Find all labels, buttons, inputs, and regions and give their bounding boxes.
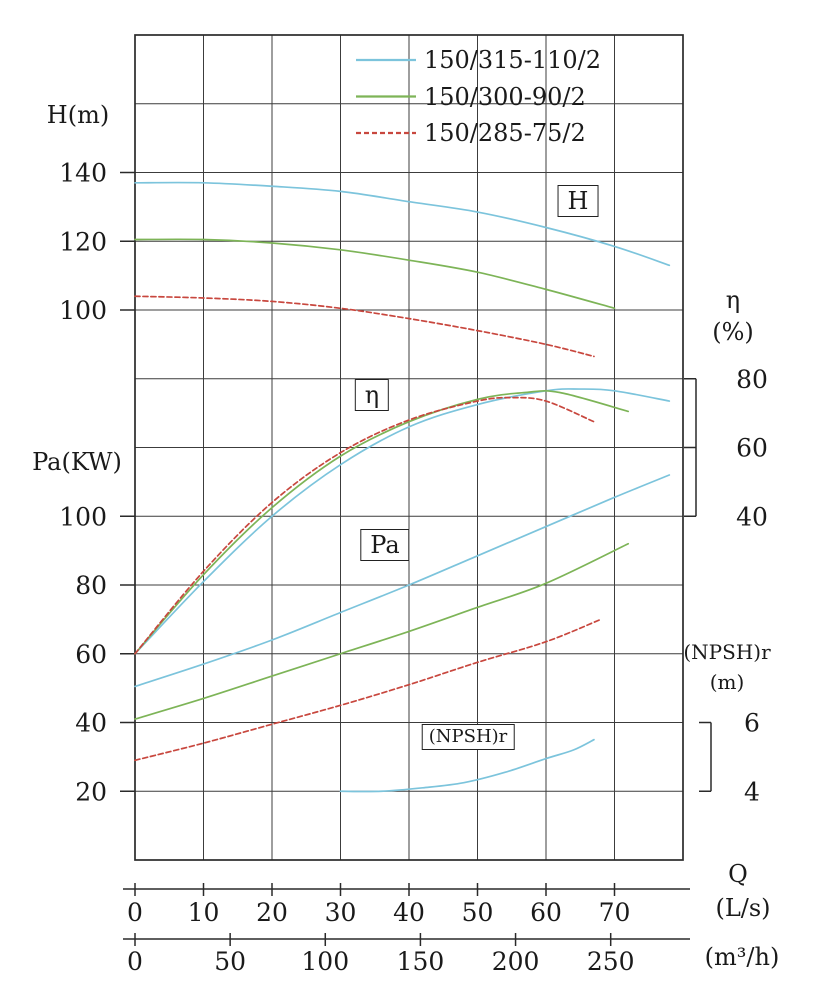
q-ls-tick-label: 50 [462,898,494,927]
pa-tick-label: 100 [59,502,107,531]
q-ls-tick-label: 30 [325,898,357,927]
curve-group-label-pa: Pa [360,529,410,561]
q-m3h-tick-label: 50 [214,947,246,976]
npshr-axis-label: (NPSH)r [683,640,771,664]
q-m3h-tick-label: 0 [127,947,143,976]
eta-tick-label: 40 [736,502,768,531]
curve-h-150-285-75-2 [134,295,595,358]
curve-pa-150-285-75-2 [134,618,602,762]
curve-group-label-eta: η [354,379,390,411]
pa-tick-label: 40 [75,709,107,738]
curve-eta-150-315-110-2 [134,388,671,655]
legend-label-150-285-75-2: 150/285-75/2 [424,119,586,147]
curve-group-label-h: H [557,185,599,217]
h-tick-label: 100 [59,296,107,325]
eta-tick-label: 60 [736,434,768,463]
q-ls-tick-label: 40 [393,898,425,927]
q-m3h-tick-label: 250 [587,947,635,976]
npshr-axis-unit: (m) [709,670,745,694]
legend-line-samples [356,58,416,135]
curve-eta-150-285-75-2 [134,396,595,655]
npshr-tick-label: 4 [744,777,760,806]
curve-pa-150-300-90-2 [134,542,630,720]
pa-tick-label: 60 [75,640,107,669]
q-ls-tick-label: 20 [256,898,288,927]
q-axis-label: Q [728,860,748,888]
curve-npshr-150-315-110-2 [339,738,595,793]
q-ls-tick-label: 70 [599,898,631,927]
curve-group-label-npshr: (NPSH)r [421,724,515,750]
legend-label-150-300-90-2: 150/300-90/2 [424,83,586,111]
legend-label-150-315-110-2: 150/315-110/2 [424,46,601,74]
q-m3h-tick-label: 100 [301,947,349,976]
q-axis-unit-ls: (L/s) [715,894,771,922]
q-axis-unit-m3h: (m³/h) [704,943,780,971]
q-m3h-tick-label: 200 [492,947,540,976]
curve-h-150-300-90-2 [134,238,616,310]
npshr-tick-label: 6 [744,709,760,738]
h-tick-label: 120 [59,227,107,256]
curve-series [134,181,671,793]
h-tick-label: 140 [59,159,107,188]
eta-tick-label: 80 [736,365,768,394]
plot-border [134,34,684,861]
q-ls-tick-label: 10 [188,898,220,927]
pa-tick-label: 20 [75,777,107,806]
curve-h-150-315-110-2 [134,181,671,267]
q-m3h-tick-label: 150 [397,947,445,976]
q-ls-tick-label: 60 [530,898,562,927]
h-axis-label: H(m) [46,101,110,129]
pa-tick-label: 80 [75,571,107,600]
curve-pa-150-315-110-2 [134,474,671,688]
pa-axis-label: Pa(KW) [32,448,122,476]
curve-eta-150-300-90-2 [134,389,630,655]
q-ls-tick-label: 0 [127,898,143,927]
grid-lines [134,34,684,861]
eta-axis-unit: (%) [712,318,754,346]
eta-axis-label: η [725,286,741,314]
